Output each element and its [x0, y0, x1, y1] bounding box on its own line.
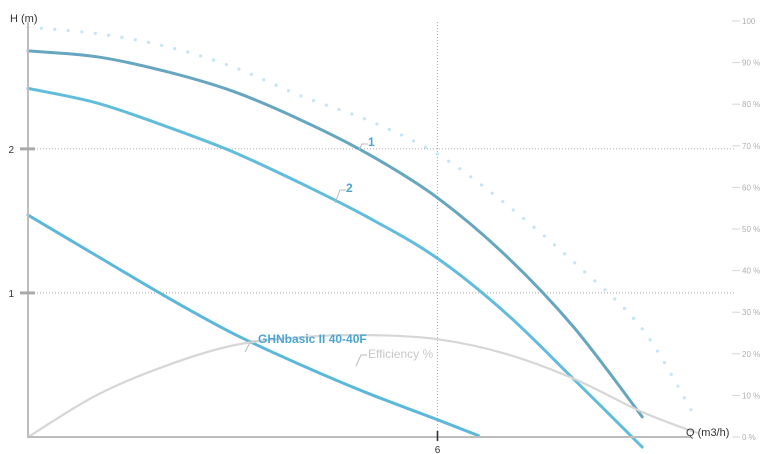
- y2-tick-label-3: 30 %: [742, 308, 760, 317]
- series-group: [26, 25, 699, 449]
- x-axis-label: Q (m3/h): [686, 427, 729, 439]
- curve2-leader: [334, 189, 346, 204]
- curve1-leader: [358, 143, 368, 151]
- y2-tick-label-6: 60 %: [742, 183, 760, 192]
- efficiency-leader: [355, 354, 367, 367]
- y2-tick-label-1: 10 %: [742, 391, 760, 400]
- y2-tick-label-9: 90 %: [742, 59, 760, 68]
- grid-lines: [28, 22, 735, 437]
- y2-tick-label-4: 40 %: [742, 267, 760, 276]
- efficiency-label: Efficiency %: [368, 347, 433, 361]
- series-line-2: [26, 213, 480, 438]
- y2-tick-label-5: 50 %: [742, 225, 760, 234]
- y-tick-label-1: 2: [8, 145, 14, 156]
- x-tick-label-0: 6: [435, 445, 441, 454]
- series-max-curve-line: [26, 25, 699, 422]
- y-axis-label: H (m): [10, 13, 38, 25]
- model-label: GHNbasic II 40-40F: [258, 332, 367, 346]
- y2-tick-label-10: 100: [742, 17, 756, 26]
- y2-tick-label-7: 70 %: [742, 142, 760, 151]
- curve1-label: 1: [368, 135, 375, 149]
- y2-tick-label-0: 0 %: [742, 433, 756, 442]
- y2-tick-label-8: 80 %: [742, 100, 760, 109]
- series-line-3: [26, 333, 698, 439]
- model-leader: [244, 340, 257, 353]
- annotations: 1 2 GHNbasic II 40-40F Efficiency %: [244, 135, 433, 367]
- series-line-0: [26, 49, 644, 419]
- y-tick-label-0: 1: [8, 289, 14, 300]
- axes: [27, 22, 690, 438]
- y2-tick-label-2: 20 %: [742, 350, 760, 359]
- series-line-1: [26, 86, 644, 449]
- curve2-label: 2: [346, 181, 353, 195]
